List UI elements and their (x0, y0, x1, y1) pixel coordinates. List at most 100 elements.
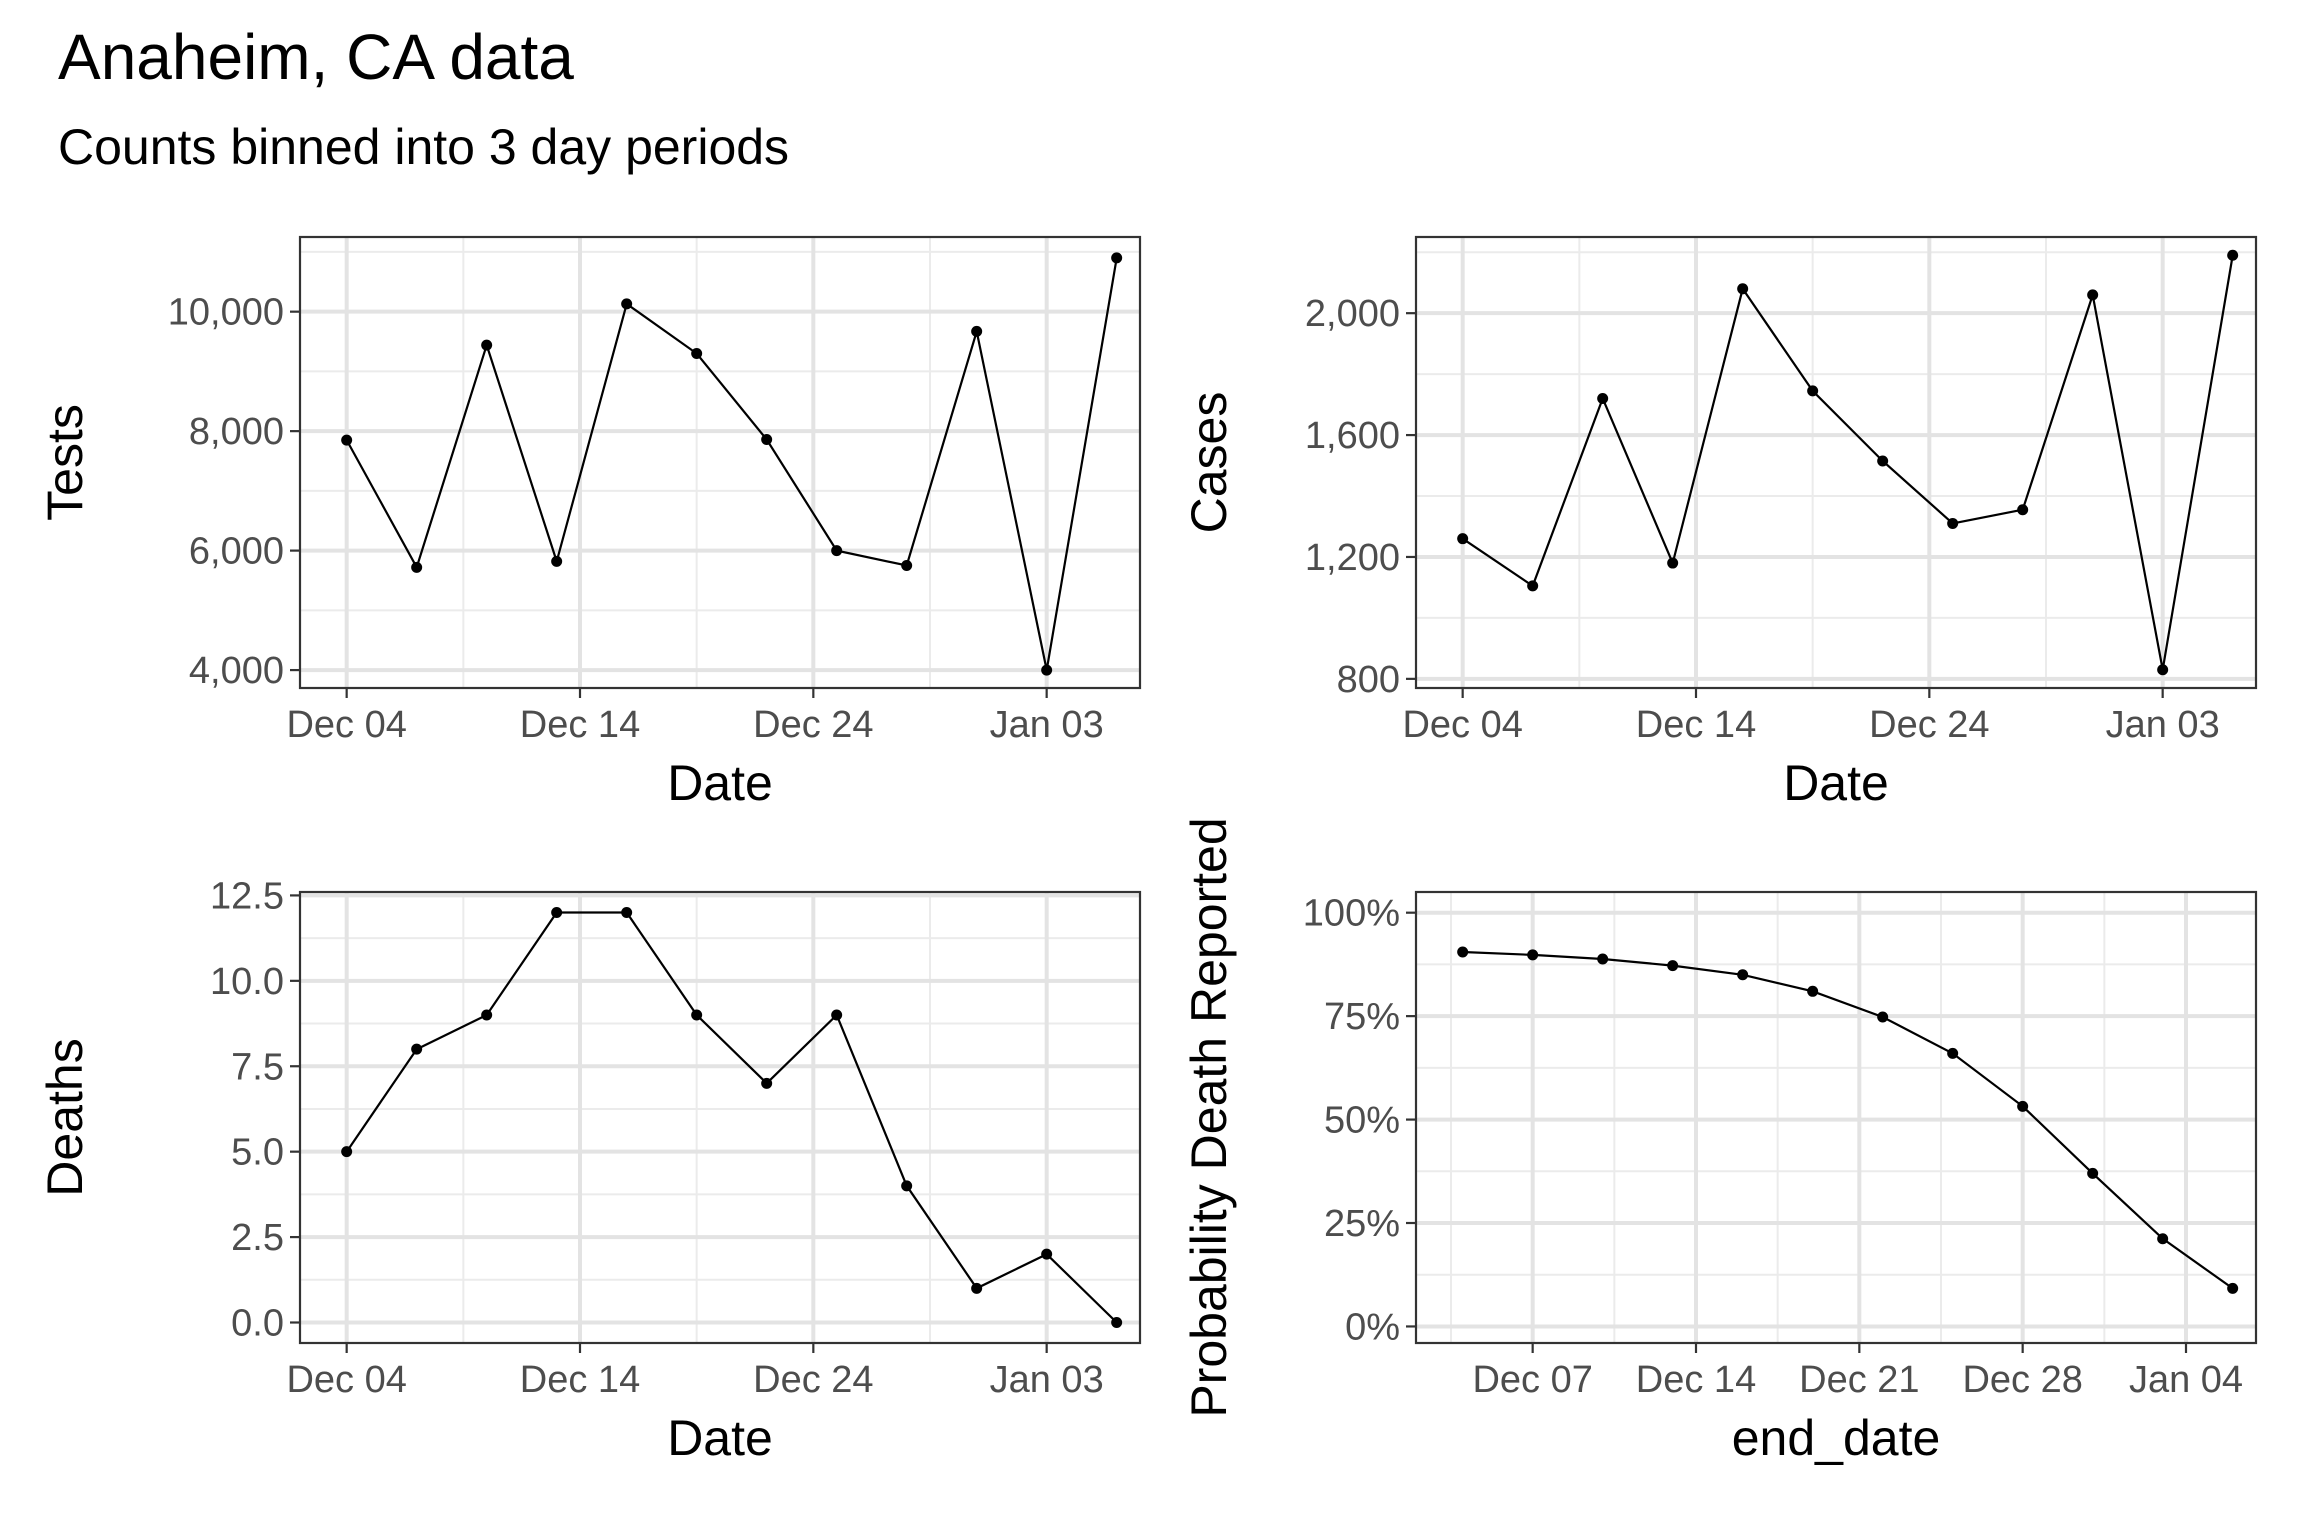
panel-border (1414, 235, 2258, 690)
data-point (1111, 1317, 1123, 1328)
y-tick-label: 75% (1324, 996, 1400, 1038)
x-axis-title: Date (1783, 755, 1889, 811)
data-point (1877, 1011, 1889, 1023)
x-axis-title: end_date (1732, 1410, 1941, 1466)
y-tick-label: 1,600 (1305, 415, 1400, 457)
data-point (621, 298, 633, 310)
data-point (901, 1180, 913, 1192)
series-line (345, 911, 1118, 1324)
x-tick-label: Jan 04 (2129, 1359, 2243, 1401)
data-point (341, 1146, 353, 1158)
x-axis-title: Date (667, 755, 773, 811)
data-point (1597, 953, 1609, 965)
x-tick-label: Dec 04 (1402, 704, 1522, 746)
data-point (2087, 289, 2099, 301)
data-point (2017, 1100, 2029, 1112)
data-point (2227, 1282, 2239, 1294)
y-tick-label: 2,000 (1305, 293, 1400, 335)
y-tick-label: 10.0 (210, 961, 284, 1003)
data-point (1877, 455, 1889, 467)
panel-4: Dec 07 Dec 14 Dec 21 Dec 28 Jan 04 0% 25% 50% 75… (1181, 817, 2258, 1466)
data-point (411, 1043, 423, 1055)
data-point (1947, 1047, 1959, 1059)
x-tick-label: Dec 14 (1636, 704, 1756, 746)
panel-border (1414, 890, 2258, 1345)
data-point (2157, 1233, 2169, 1245)
data-point (621, 907, 633, 918)
x-tick-label: Jan 03 (990, 1359, 1104, 1401)
y-tick-label: 800 (1337, 659, 1400, 701)
data-point (2227, 249, 2239, 261)
y-tick-label: 50% (1324, 1100, 1400, 1142)
y-tick-label: 4,000 (189, 650, 284, 692)
data-point (341, 434, 353, 446)
y-tick-label: 5.0 (231, 1132, 284, 1174)
x-tick-label: Dec 21 (1799, 1359, 1919, 1401)
plot-background (300, 892, 1140, 1343)
panel-1: Dec 04 Dec 14 Dec 24 Jan 03 4,000 6,000 8,000 1… (37, 235, 1142, 811)
data-point (1111, 252, 1123, 264)
data-point (2157, 664, 2169, 676)
x-tick-label: Dec 14 (520, 1359, 640, 1401)
data-point (761, 1077, 773, 1089)
y-tick-label: 0.0 (231, 1303, 284, 1345)
data-point (1667, 960, 1679, 972)
x-tick-label: Dec 04 (286, 1359, 406, 1401)
x-tick-label: Jan 03 (2106, 704, 2220, 746)
data-point (691, 347, 703, 359)
y-tick-label: 12.5 (210, 875, 284, 917)
y-axis-title: Probability Death Reported (1181, 817, 1237, 1417)
data-point (1737, 283, 1749, 295)
panel-3: Dec 04 Dec 14 Dec 24 Jan 03 0.0 2.5 5.0 7.5 10.0… (37, 875, 1142, 1466)
data-point (1947, 517, 1959, 529)
y-tick-label: 100% (1303, 893, 1400, 935)
series-line (1462, 255, 2234, 670)
series-line (1462, 950, 2234, 1290)
data-point (551, 555, 563, 567)
data-point (831, 1009, 843, 1021)
x-tick-label: Dec 24 (753, 1359, 873, 1401)
data-point (411, 561, 423, 573)
data-point (1457, 946, 1469, 958)
x-tick-label: Jan 03 (990, 704, 1104, 746)
data-point (481, 339, 493, 351)
y-axis-title: Tests (37, 404, 93, 521)
y-axis-title: Deaths (37, 1038, 93, 1196)
data-point (831, 545, 843, 557)
y-tick-label: 6,000 (189, 531, 284, 573)
y-tick-label: 8,000 (189, 411, 284, 453)
y-tick-label: 10,000 (168, 292, 284, 334)
figure-subtitle: Counts binned into 3 day periods (58, 119, 790, 175)
y-tick-label: 2.5 (231, 1217, 284, 1259)
x-tick-label: Dec 04 (286, 704, 406, 746)
y-tick-label: 7.5 (231, 1046, 284, 1088)
x-tick-label: Dec 24 (1869, 704, 1989, 746)
x-tick-label: Dec 07 (1472, 1359, 1592, 1401)
data-point (2017, 504, 2029, 516)
data-point (1041, 1248, 1053, 1260)
x-tick-label: Dec 28 (1962, 1359, 2082, 1401)
data-point (901, 560, 913, 572)
data-point (1807, 985, 1819, 997)
data-point (1807, 385, 1819, 397)
data-point (1457, 533, 1469, 545)
plot-background (300, 237, 1140, 688)
data-point (1527, 580, 1539, 592)
data-point (1527, 949, 1539, 961)
data-point (971, 1282, 983, 1294)
data-point (971, 325, 983, 337)
y-tick-label: 1,200 (1305, 537, 1400, 579)
series-line (345, 257, 1118, 671)
data-point (2087, 1167, 2099, 1179)
data-point (691, 1009, 703, 1021)
panel-border (298, 235, 1142, 690)
y-axis-title: Cases (1181, 392, 1237, 534)
data-point (1597, 393, 1609, 405)
data-point (551, 907, 563, 918)
y-tick-label: 25% (1324, 1203, 1400, 1245)
data-point (1737, 969, 1749, 981)
data-point (761, 434, 773, 446)
x-tick-label: Dec 14 (1636, 1359, 1756, 1401)
x-tick-label: Dec 24 (753, 704, 873, 746)
